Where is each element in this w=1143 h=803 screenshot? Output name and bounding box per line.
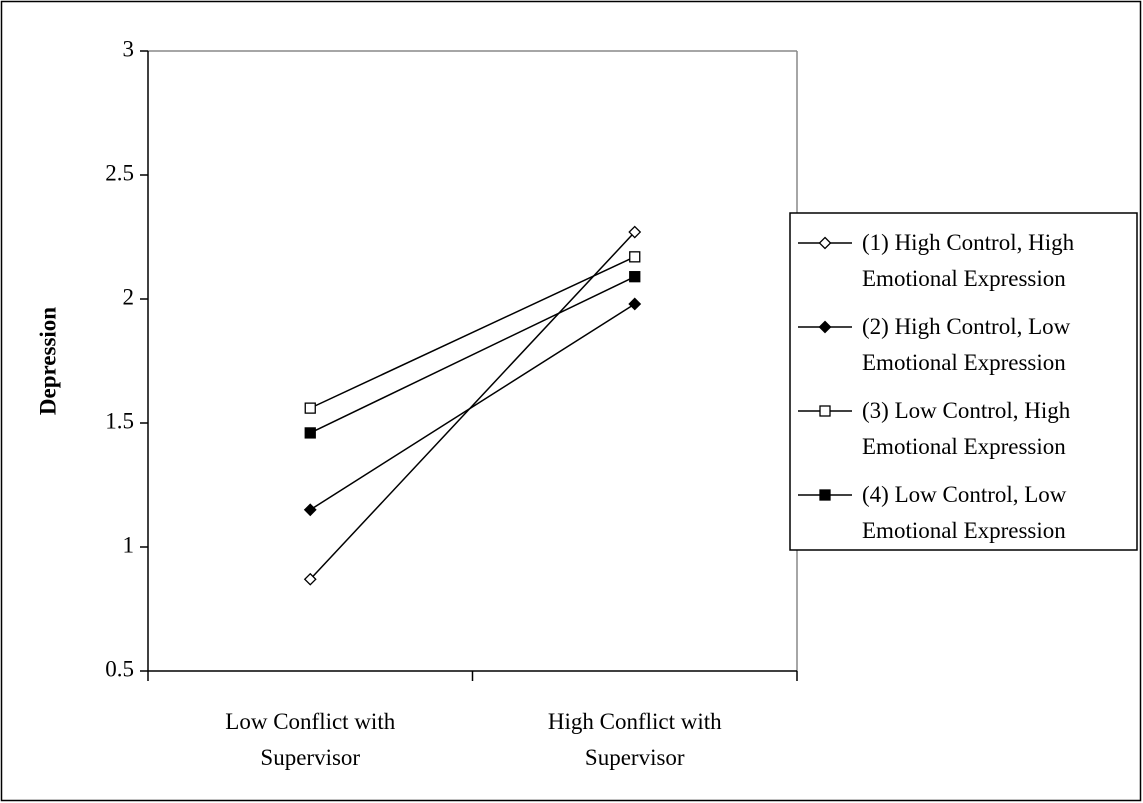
y-tick-label: 1.5 xyxy=(105,408,134,433)
data-point xyxy=(629,271,641,283)
legend-label: (2) High Control, Low Emotional Expressi… xyxy=(862,314,1071,375)
series-line xyxy=(309,231,636,580)
data-point xyxy=(628,225,642,239)
series-line xyxy=(309,276,636,434)
y-tick-label: 3 xyxy=(123,36,135,61)
data-point xyxy=(303,503,317,517)
y-axis-label: Depression xyxy=(35,307,60,415)
legend-label: (4) Low Control, Low Emotional Expressio… xyxy=(862,482,1067,543)
series-line xyxy=(309,303,636,511)
x-tick-label: High Conflict with Supervisor xyxy=(547,709,722,770)
data-point xyxy=(303,572,317,586)
data-point xyxy=(304,427,316,439)
legend-marker xyxy=(818,236,832,250)
legend-marker xyxy=(819,405,831,417)
data-point xyxy=(628,297,642,311)
y-tick-label: 0.5 xyxy=(105,656,134,681)
data-point xyxy=(629,251,641,263)
y-tick-label: 2.5 xyxy=(105,160,134,185)
x-tick-label: Low Conflict with Supervisor xyxy=(225,709,396,770)
legend-label: (3) Low Control, High Emotional Expressi… xyxy=(862,398,1071,459)
legend-marker xyxy=(818,320,832,334)
legend-marker xyxy=(819,489,831,501)
legend-box xyxy=(789,212,1138,551)
y-tick-label: 1 xyxy=(123,532,135,557)
legend-label: (1) High Control, High Emotional Express… xyxy=(862,230,1075,291)
data-point xyxy=(304,402,316,414)
y-tick-label: 2 xyxy=(123,284,135,309)
series-line xyxy=(309,256,636,409)
